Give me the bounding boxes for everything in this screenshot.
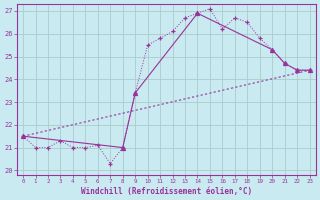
X-axis label: Windchill (Refroidissement éolien,°C): Windchill (Refroidissement éolien,°C)	[81, 187, 252, 196]
